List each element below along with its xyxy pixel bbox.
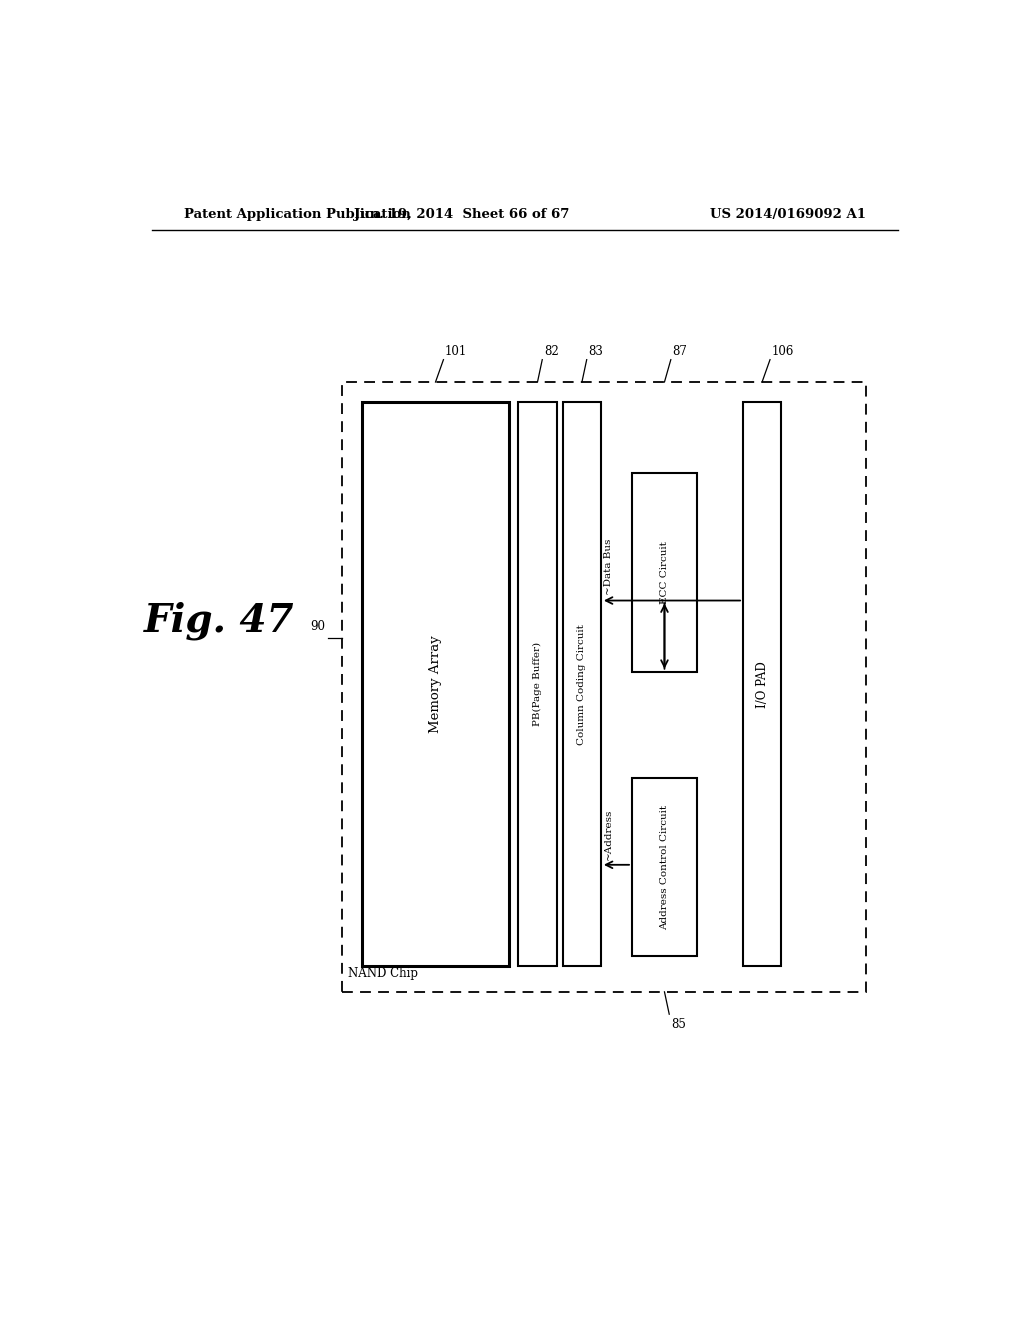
Bar	[563, 403, 601, 966]
Text: NAND Chip: NAND Chip	[348, 966, 418, 979]
Bar	[518, 403, 557, 966]
Text: ECC Circuit: ECC Circuit	[660, 541, 669, 605]
Text: Column Coding Circuit: Column Coding Circuit	[578, 624, 587, 744]
Text: I/O PAD: I/O PAD	[756, 661, 769, 708]
Text: 90: 90	[310, 620, 325, 634]
Text: ~Address: ~Address	[604, 808, 613, 859]
Text: ~Data Bus: ~Data Bus	[604, 539, 613, 595]
Text: Fig. 47: Fig. 47	[144, 602, 295, 640]
Text: Jun. 19, 2014  Sheet 66 of 67: Jun. 19, 2014 Sheet 66 of 67	[353, 207, 569, 220]
Text: Memory Array: Memory Array	[429, 635, 442, 734]
Text: Address Control Circuit: Address Control Circuit	[660, 805, 669, 929]
Bar	[632, 474, 697, 672]
Text: 83: 83	[588, 345, 603, 358]
Bar	[342, 381, 866, 991]
Text: 85: 85	[671, 1018, 686, 1031]
Text: 87: 87	[673, 345, 687, 358]
Bar	[743, 403, 781, 966]
Text: US 2014/0169092 A1: US 2014/0169092 A1	[710, 207, 866, 220]
Text: 106: 106	[772, 345, 794, 358]
Text: PB(Page Buffer): PB(Page Buffer)	[532, 643, 542, 726]
Text: Patent Application Publication: Patent Application Publication	[183, 207, 411, 220]
Text: 82: 82	[544, 345, 559, 358]
Text: 101: 101	[445, 345, 467, 358]
Bar	[362, 403, 509, 966]
Bar	[632, 779, 697, 956]
